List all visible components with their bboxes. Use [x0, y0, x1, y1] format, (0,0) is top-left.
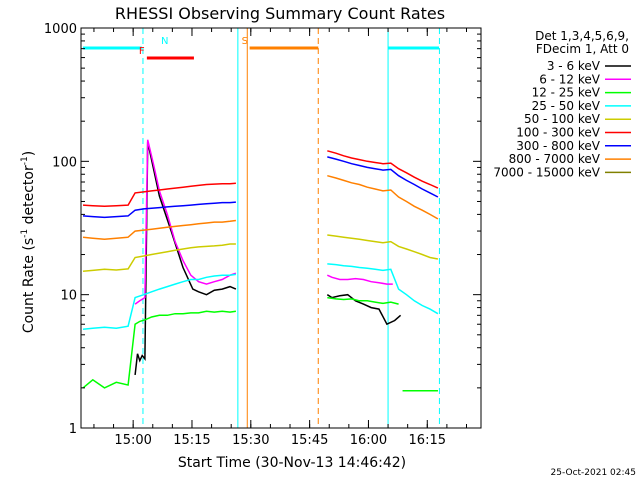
- y-axis-label: Count Rate (s-1 detector-1): [20, 151, 37, 333]
- series-line-1-points2: [326, 274, 393, 285]
- y-tick-label-1: 10: [60, 289, 77, 304]
- series-line-5-points: [82, 182, 236, 208]
- legend-label-6: 300 - 800 keV: [516, 139, 600, 153]
- series-line-3-points: [82, 273, 237, 331]
- legend-label-5: 100 - 300 keV: [516, 126, 600, 140]
- series-line-6-points2: [327, 156, 439, 198]
- state-label-S: S: [242, 36, 248, 47]
- series-line-4-points2: [327, 234, 439, 260]
- state-label-N: N: [161, 36, 168, 47]
- y-tick-label-2: 100: [52, 155, 77, 170]
- series-line-7-points2: [327, 174, 439, 220]
- x-tick-label-1: 15:15: [173, 433, 210, 448]
- plot-frame: [80, 27, 482, 429]
- x-tick-label-3: 15:45: [291, 433, 328, 448]
- legend-label-7: 800 - 7000 keV: [509, 152, 601, 166]
- x-tick-label-2: 15:30: [232, 433, 269, 448]
- legend-label-1: 6 - 12 keV: [539, 72, 601, 86]
- plot-area: NFS: [82, 28, 440, 428]
- x-axis-label: Start Time (30-Nov-13 14:46:42): [178, 455, 406, 471]
- legend-label-2: 12 - 25 keV: [532, 86, 601, 100]
- series-line-2-points2: [327, 296, 399, 305]
- series-line-5-points2: [327, 150, 439, 189]
- x-tick-label-5: 16:15: [409, 433, 446, 448]
- y-tick-label-3: 1000: [44, 22, 77, 37]
- footer-date: 25-Oct-2021 02:45: [551, 468, 636, 478]
- legend-label-3: 25 - 50 keV: [532, 99, 601, 113]
- series-line-7-points: [82, 219, 237, 241]
- chart-title: RHESSI Observing Summary Count Rates: [115, 4, 445, 23]
- legend-label-0: 3 - 6 keV: [547, 59, 601, 73]
- series-line-6-points: [82, 201, 236, 219]
- series-line-4-points: [82, 243, 236, 272]
- legend-header-1: FDecim 1, Att 0: [536, 42, 629, 56]
- y-tick-label-0: 1: [69, 422, 77, 437]
- series-line-1-points: [134, 139, 237, 305]
- legend: Det 1,3,4,5,6,9,FDecim 1, Att 0 3 - 6 keV…: [493, 29, 631, 179]
- series-line-0-points2: [326, 293, 402, 326]
- legend-label-8: 7000 - 15000 keV: [493, 165, 600, 179]
- axes: 1 10 100 1000 15:00 15:15 15:30 15:45 16:00 16:15: [44, 22, 481, 448]
- legend-header-0: Det 1,3,4,5,6,9,: [535, 29, 629, 43]
- series-line-2-points: [82, 310, 237, 389]
- x-tick-label-4: 16:00: [350, 433, 387, 448]
- state-label-F: F: [139, 46, 145, 57]
- x-tick-label-0: 15:00: [114, 433, 151, 448]
- series-line-3-points2: [327, 263, 439, 315]
- legend-label-4: 50 - 100 keV: [524, 112, 601, 126]
